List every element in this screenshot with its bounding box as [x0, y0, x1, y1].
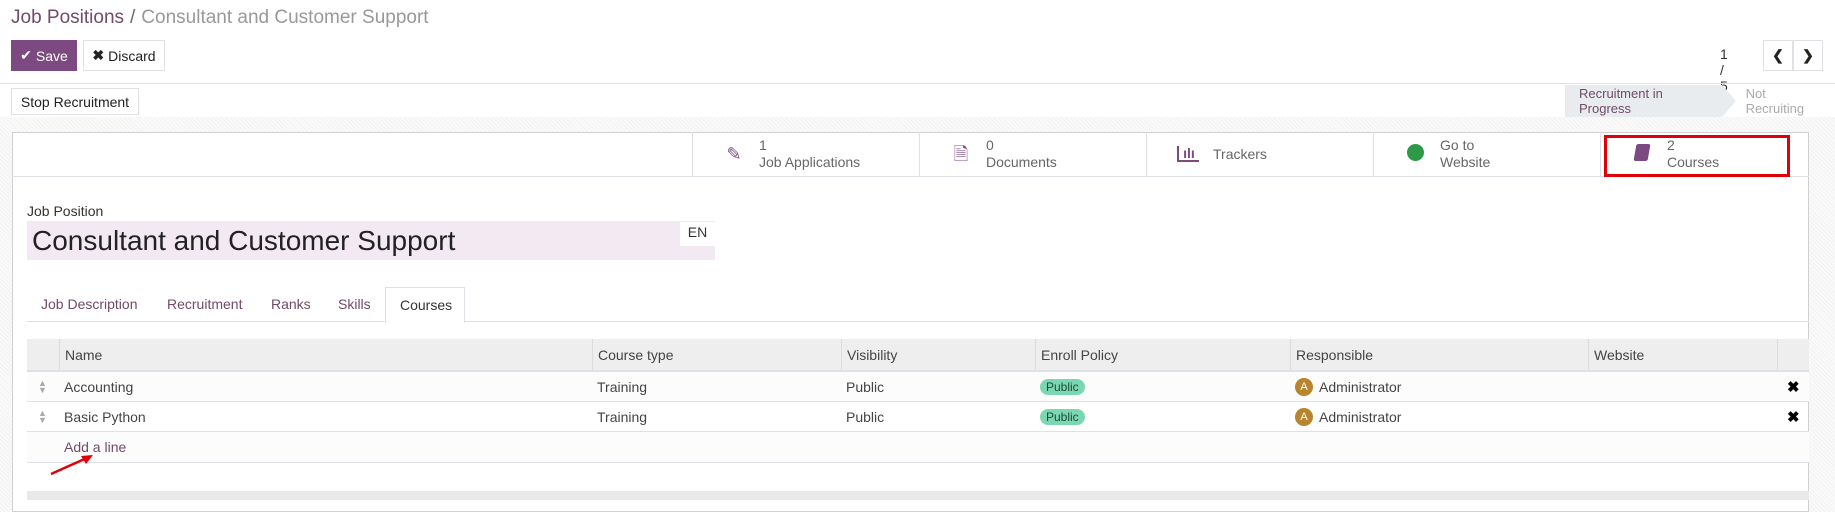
column-header-enroll-policy[interactable]: Enroll Policy: [1035, 339, 1118, 370]
go-to-label: Go to: [1440, 137, 1475, 153]
status-bar: Recruitment in Progress Not Recruiting: [1565, 85, 1835, 117]
tab-job-description[interactable]: Job Description: [41, 296, 138, 312]
drag-handle-icon[interactable]: ▲ ▼: [38, 377, 47, 395]
enroll-policy-badge: Public: [1040, 378, 1085, 395]
red-arrow-annotation: [50, 455, 93, 476]
close-icon: ✖: [1787, 408, 1800, 426]
column-header-course-type[interactable]: Course type: [592, 339, 673, 370]
smart-button-box: ✎ 1 Job Applications 🗎 0 Documents ılı Tracke…: [12, 132, 1809, 177]
documents-label: Documents: [986, 154, 1057, 170]
enroll-policy[interactable]: Public: [1035, 372, 1085, 401]
stop-recruitment-button[interactable]: Stop Recruitment: [11, 88, 139, 115]
trackers-label: Trackers: [1213, 145, 1267, 162]
course-name[interactable]: Basic Python: [64, 408, 146, 425]
column-header-website[interactable]: Website: [1588, 339, 1644, 370]
job-applications-count: 1: [759, 137, 767, 153]
chevron-left-icon: ❮: [1772, 47, 1784, 63]
table-row[interactable]: ▲ ▼ Accounting Training Public Public A Ad…: [27, 372, 1809, 402]
tab-ranks[interactable]: Ranks: [271, 296, 311, 312]
column-header-responsible[interactable]: Responsible: [1290, 339, 1373, 370]
close-icon: ✖: [1787, 378, 1800, 396]
job-applications-button[interactable]: ✎ 1 Job Applications: [692, 132, 919, 176]
tab-recruitment[interactable]: Recruitment: [167, 296, 243, 312]
courses-button[interactable]: 2 Courses: [1600, 132, 1827, 176]
status-not-recruiting[interactable]: Not Recruiting: [1745, 86, 1805, 116]
tab-skills[interactable]: Skills: [338, 296, 371, 312]
avatar: A: [1295, 377, 1313, 396]
courses-count: 2: [1667, 137, 1675, 153]
table-header: Name Course type Visibility Enroll Polic…: [27, 339, 1809, 372]
course-name[interactable]: Accounting: [64, 378, 134, 395]
go-to-website-button[interactable]: Go to Website: [1373, 132, 1600, 176]
pencil-icon: ✎: [726, 143, 742, 164]
drag-handle-icon[interactable]: ▲ ▼: [38, 407, 47, 425]
course-visibility[interactable]: Public: [846, 408, 885, 425]
save-button[interactable]: ✔ Save: [11, 40, 77, 71]
table-row[interactable]: ▲ ▼ Basic Python Training Public Public A…: [27, 402, 1809, 432]
language-button[interactable]: EN: [680, 222, 715, 246]
column-header-actions: [1777, 339, 1783, 370]
website-label: Website: [1440, 154, 1491, 170]
chevron-right-icon: ❯: [1802, 47, 1814, 63]
add-a-line-link[interactable]: Add a line: [64, 439, 127, 455]
discard-label: Discard: [108, 47, 156, 64]
next-record-button[interactable]: ❯: [1793, 40, 1823, 71]
table-footer: [27, 491, 1809, 500]
enroll-policy[interactable]: Public: [1035, 402, 1085, 431]
highlight-annotation-box: [1604, 135, 1790, 177]
job-position-input[interactable]: Consultant and Customer Support: [27, 221, 715, 260]
delete-row-button[interactable]: ✖: [1782, 372, 1800, 401]
job-applications-label: Job Applications: [759, 154, 861, 170]
breadcrumb-parent-link[interactable]: Job Positions: [11, 7, 125, 28]
delete-row-button[interactable]: ✖: [1782, 402, 1800, 431]
check-icon: ✔: [20, 47, 32, 63]
divider: [0, 83, 1835, 84]
previous-record-button[interactable]: ❮: [1763, 40, 1793, 71]
courses-label: Courses: [1667, 154, 1720, 170]
add-line-row: Add a line: [27, 432, 1809, 463]
save-label: Save: [35, 47, 68, 64]
responsible-name: Administrator: [1319, 408, 1402, 425]
trackers-button[interactable]: ılı Trackers: [1146, 132, 1373, 176]
status-recruitment-in-progress[interactable]: Recruitment in Progress: [1565, 85, 1736, 117]
enroll-policy-badge: Public: [1040, 408, 1085, 425]
globe-icon: [1404, 144, 1426, 164]
responsible-name: Administrator: [1319, 378, 1402, 395]
document-icon: 🗎: [953, 143, 969, 164]
course-visibility[interactable]: Public: [846, 378, 885, 395]
responsible[interactable]: A Administrator: [1290, 402, 1401, 431]
course-type[interactable]: Training: [597, 408, 648, 425]
breadcrumb-current: Consultant and Customer Support: [141, 7, 429, 28]
job-position-label: Job Position: [27, 203, 104, 219]
responsible[interactable]: A Administrator: [1290, 372, 1401, 401]
close-icon: ✖: [92, 47, 105, 63]
notebook-tabs: Job Description Recruitment Ranks Skills…: [27, 287, 1809, 323]
bar-chart-icon: ılı: [1177, 146, 1199, 162]
breadcrumb-separator: /: [130, 7, 136, 28]
column-header-visibility[interactable]: Visibility: [841, 339, 897, 370]
avatar: A: [1295, 407, 1313, 426]
breadcrumb: Job Positions / Consultant and Customer Su…: [11, 7, 429, 29]
documents-button[interactable]: 🗎 0 Documents: [919, 132, 1146, 176]
discard-button[interactable]: ✖ Discard: [83, 40, 165, 71]
column-header-name[interactable]: Name: [59, 339, 102, 370]
course-type[interactable]: Training: [597, 378, 648, 395]
tab-courses[interactable]: Courses: [385, 287, 465, 323]
documents-count: 0: [986, 137, 994, 153]
